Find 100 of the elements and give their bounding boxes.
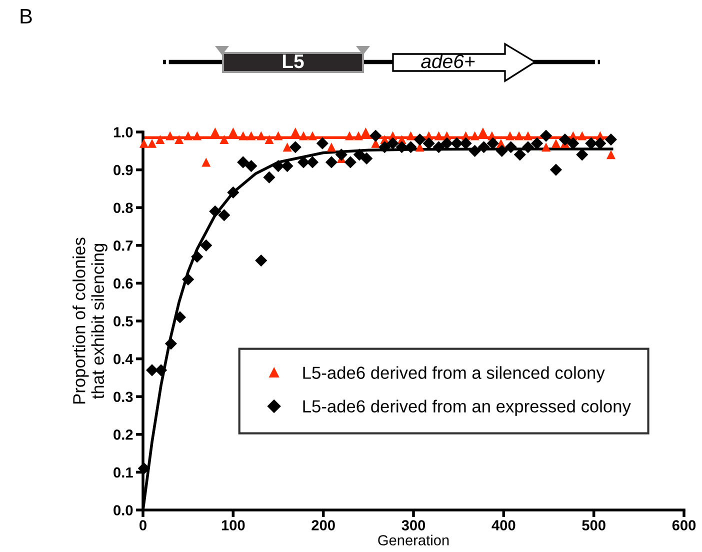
- point: [567, 137, 580, 150]
- point: [245, 160, 258, 172]
- point: [272, 160, 284, 172]
- point: [344, 156, 356, 168]
- point: [325, 156, 338, 168]
- y-tick-label: 0.8: [114, 202, 133, 214]
- point: [522, 141, 534, 154]
- point: [289, 141, 302, 154]
- point: [470, 131, 480, 140]
- y-tick-label: 0.1: [114, 467, 133, 478]
- point: [209, 205, 222, 218]
- y-axis-title: Proportion of colonies that exhibit silencing: [72, 238, 108, 404]
- point: [514, 148, 526, 161]
- point: [414, 134, 426, 146]
- point: [148, 138, 157, 148]
- point: [460, 137, 472, 150]
- point: [558, 134, 572, 146]
- legend-label: L5-ade6 derived from a silenced colony: [303, 366, 605, 382]
- text: L5: [282, 54, 304, 68]
- point: [542, 142, 551, 152]
- x-tick-label: 400: [492, 520, 516, 530]
- legend-label: L5-ade6 derived from an expressed colony: [303, 400, 631, 416]
- point: [450, 137, 463, 150]
- point: [551, 138, 560, 148]
- y-tick-label: 0.3: [114, 392, 133, 402]
- point: [264, 135, 274, 144]
- point: [530, 137, 544, 150]
- point: [237, 156, 250, 168]
- y-tick-label: 1.0: [114, 127, 133, 138]
- point: [440, 137, 453, 150]
- point: [166, 131, 175, 140]
- point: [604, 134, 618, 146]
- point: [354, 131, 363, 140]
- point: [404, 141, 417, 154]
- x-tick-label: 0: [140, 520, 146, 530]
- point: [524, 131, 533, 140]
- point: [263, 171, 276, 184]
- point: [422, 137, 435, 150]
- point: [504, 141, 517, 154]
- y-tick-label: 0.4: [114, 354, 134, 364]
- point: [192, 131, 202, 140]
- point: [514, 131, 524, 140]
- point: [406, 131, 416, 140]
- point: [550, 164, 562, 176]
- point: [434, 131, 444, 140]
- y-tick-label: 0.9: [114, 164, 133, 176]
- point: [326, 142, 336, 152]
- point: [308, 131, 318, 140]
- point: [585, 137, 598, 150]
- point: [184, 131, 193, 140]
- point: [228, 128, 238, 136]
- point: [378, 141, 391, 154]
- point: [478, 128, 488, 136]
- point: [174, 311, 186, 324]
- point: [316, 137, 328, 150]
- point: [191, 250, 204, 263]
- point: [540, 130, 552, 142]
- point: [335, 148, 348, 161]
- point: [238, 131, 248, 140]
- point: [274, 131, 283, 140]
- point: [218, 209, 230, 222]
- point: [182, 273, 194, 286]
- point: [370, 130, 382, 142]
- point: [227, 186, 240, 199]
- point: [210, 128, 220, 136]
- point: [138, 462, 150, 474]
- point: [606, 150, 616, 160]
- point: [246, 131, 256, 140]
- point: [486, 137, 499, 150]
- y-tick-label: 0.2: [114, 430, 133, 440]
- point: [505, 131, 514, 140]
- point: [256, 131, 266, 140]
- x-axis-title: Generation: [378, 534, 449, 546]
- point: [174, 135, 184, 144]
- x-tick-label: 500: [582, 520, 606, 530]
- point: [282, 142, 292, 152]
- point: [360, 152, 373, 165]
- y-tick-label: 0.0: [114, 505, 133, 516]
- point: [361, 128, 370, 136]
- x-tick-label: 300: [402, 520, 426, 530]
- point: [202, 158, 211, 167]
- point: [594, 137, 606, 150]
- point: [386, 137, 399, 150]
- text: ade6+: [421, 54, 475, 68]
- point: [220, 135, 229, 144]
- text: B: [20, 9, 32, 24]
- point: [255, 254, 268, 267]
- point: [344, 131, 354, 140]
- point: [139, 138, 148, 148]
- y-tick-label: 0.7: [114, 240, 133, 251]
- point: [578, 131, 587, 140]
- point: [200, 239, 212, 252]
- y-tick-label: 0.6: [114, 278, 133, 289]
- x-tick-label: 100: [222, 520, 245, 530]
- point: [396, 141, 408, 154]
- point: [156, 135, 165, 144]
- x-tick-label: 200: [312, 520, 335, 530]
- point: [432, 141, 445, 154]
- x-tick-label: 600: [672, 520, 696, 530]
- point: [468, 144, 481, 157]
